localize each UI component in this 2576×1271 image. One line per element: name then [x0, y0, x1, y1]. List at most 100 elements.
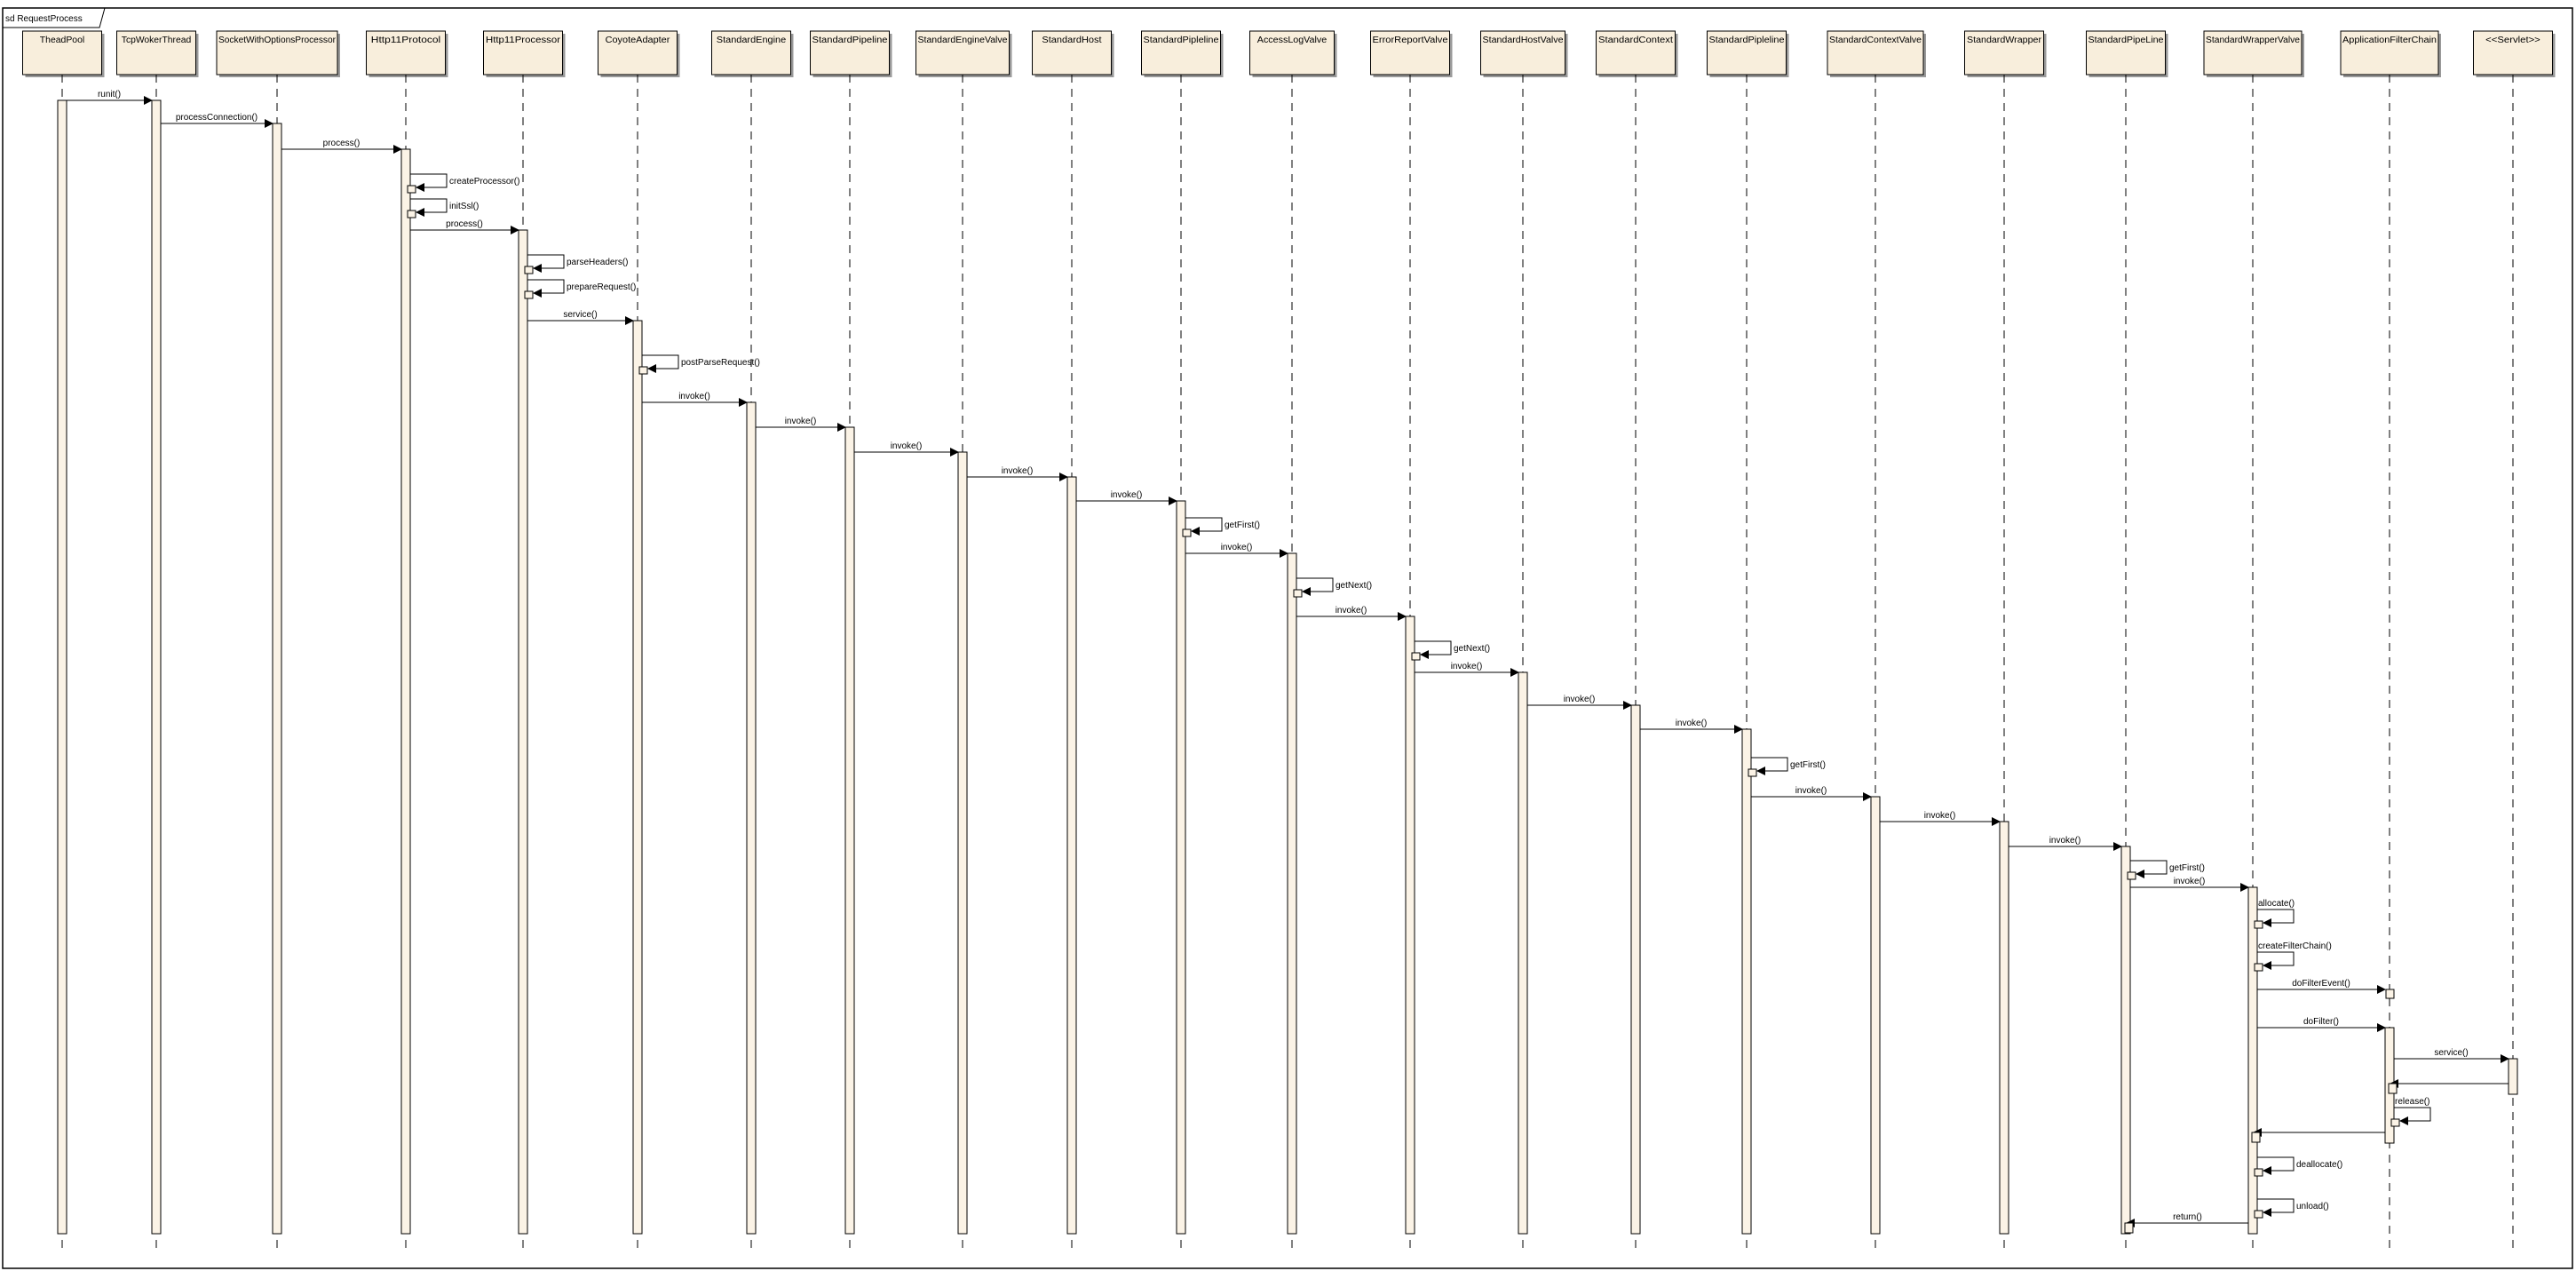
message: invoke()	[756, 417, 846, 432]
message-label: service()	[563, 310, 597, 320]
lifeline: StandardEngine	[711, 30, 794, 1250]
self-call-box	[2127, 871, 2136, 880]
lifeline-name: ApplicationFilterChain	[2342, 36, 2437, 45]
message: getFirst()	[1748, 757, 1826, 777]
message: parseHeaders()	[524, 254, 628, 274]
self-call-arrow	[2130, 860, 2168, 878]
message-label: invoke()	[2174, 877, 2206, 886]
self-call-box	[2254, 963, 2263, 972]
message	[2388, 1079, 2509, 1094]
message-label: deallocate()	[2296, 1160, 2342, 1170]
message: runit()	[67, 90, 153, 105]
return-box	[2388, 1083, 2398, 1094]
lifeline-box	[711, 30, 791, 75]
message-label: createFilterChain()	[2258, 941, 2332, 951]
lifeline-box	[915, 30, 1010, 75]
message: invoke()	[1185, 543, 1288, 558]
message-label: getNext()	[1336, 581, 1372, 591]
lifeline: TcpWokerThread	[116, 30, 199, 1250]
message: return()	[2124, 1212, 2248, 1234]
self-call-box	[2254, 1210, 2263, 1219]
activation-box	[2385, 989, 2395, 999]
message: doFilter()	[2257, 1017, 2386, 1032]
self-call-arrow	[1415, 640, 1452, 659]
lifeline: StandardPipeline	[810, 30, 892, 1250]
message-label: unload()	[2296, 1202, 2329, 1211]
message: invoke()	[854, 441, 959, 457]
message-label: postParseRequest()	[681, 358, 760, 368]
lifeline-box	[1370, 30, 1450, 75]
self-call-arrow	[2257, 909, 2295, 927]
lifeline-name: TcpWokerThread	[122, 36, 191, 45]
activation-bar	[2247, 886, 2258, 1235]
lifeline-name: <<Servlet>>	[2485, 36, 2540, 45]
message-label: getFirst()	[1790, 760, 1826, 770]
lifeline: SocketWithOptionsProcessor	[216, 30, 340, 1250]
activation-bar	[1176, 500, 1186, 1235]
lifeline-name: Http11Protocol	[371, 36, 440, 45]
self-call-arrow	[410, 173, 448, 192]
lifeline-name: StandardHostValve	[1483, 36, 1564, 45]
activation-bar	[400, 148, 411, 1235]
lifeline-name: StandardContext	[1598, 36, 1673, 45]
lifeline-name: SocketWithOptionsProcessor	[218, 36, 337, 45]
lifeline: StandardEngineValve	[915, 30, 1012, 1250]
frame-title-tab	[3, 7, 106, 28]
message: invoke()	[1296, 606, 1407, 621]
lifeline-box	[1032, 30, 1112, 75]
message-label: initSsl()	[449, 202, 479, 211]
activation-bar	[1999, 821, 2009, 1235]
lifeline-box	[1964, 30, 2044, 75]
message-label: process()	[446, 219, 483, 229]
lifeline-box	[1707, 30, 1787, 75]
lifeline: <<Servlet>>	[2473, 30, 2556, 1250]
message: invoke()	[1415, 662, 1519, 677]
message-label: getNext()	[1454, 644, 1490, 654]
self-call-arrow	[2257, 951, 2295, 970]
lifeline-box	[1249, 30, 1335, 75]
lifeline: StandardPipleline	[1707, 30, 1789, 1250]
lifeline-box	[366, 30, 446, 75]
lifeline: StandardPipeLine	[2086, 30, 2168, 1250]
activation-bar	[1741, 728, 1752, 1235]
message: processConnection()	[161, 113, 273, 128]
message: getNext()	[1293, 577, 1372, 598]
activation-bar	[844, 426, 855, 1235]
message: process()	[281, 139, 402, 154]
message: invoke()	[2130, 877, 2249, 892]
message: getFirst()	[1182, 517, 1260, 537]
message-label: release()	[2395, 1097, 2429, 1107]
message-label: doFilterEvent()	[2292, 979, 2350, 989]
lifeline: TheadPool	[22, 30, 105, 1250]
message-label: invoke()	[2049, 836, 2081, 846]
message: service()	[527, 310, 634, 325]
activation-bar	[2120, 846, 2131, 1235]
lifeline-name: StandardWrapperValve	[2206, 36, 2300, 45]
self-call-box	[1182, 528, 1192, 537]
activation-bar	[1518, 671, 1528, 1235]
lifeline: StandardContextValve	[1827, 30, 1926, 1250]
self-call-arrow	[1296, 577, 1334, 596]
lifeline-box	[116, 30, 196, 75]
self-call-box	[1748, 768, 1757, 777]
message-label: allocate()	[2258, 899, 2295, 909]
self-call-arrow	[2257, 1156, 2295, 1175]
message: invoke()	[967, 466, 1068, 481]
message-label: invoke()	[1336, 606, 1367, 616]
lifeline-name: StandardPipleline	[1709, 36, 1785, 45]
message: createProcessor()	[407, 173, 519, 194]
message-label: invoke()	[1795, 786, 1827, 796]
lifeline: Http11Protocol	[366, 30, 448, 1250]
activation-bar	[1287, 552, 1297, 1235]
message: process()	[410, 219, 519, 234]
message: invoke()	[1751, 786, 1872, 801]
message: service()	[2394, 1048, 2509, 1063]
lifeline-box	[1827, 30, 1924, 75]
message: initSsl()	[407, 198, 479, 218]
lifeline-name: StandardEngineValve	[918, 36, 1008, 45]
lifeline-name: CoyoteAdapter	[606, 36, 671, 45]
message-label: createProcessor()	[449, 177, 519, 187]
message: invoke()	[1640, 719, 1743, 734]
lifeline: StandardContext	[1596, 30, 1678, 1250]
message-label: invoke()	[1002, 466, 1034, 476]
